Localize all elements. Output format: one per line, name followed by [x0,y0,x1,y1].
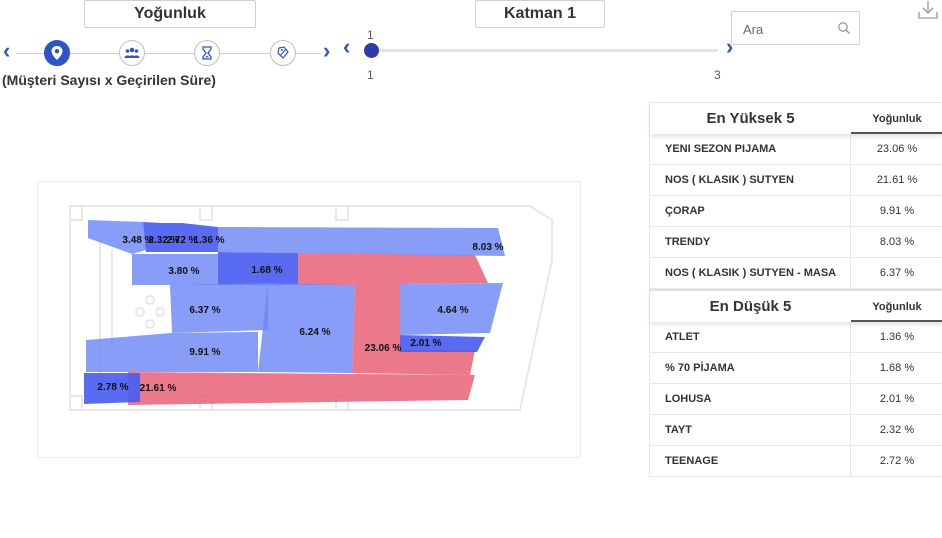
table-row[interactable]: LOHUSA 2.01 % [650,384,942,415]
density-value: 6.37 % [879,267,915,279]
table-row[interactable]: % 70 PİJAMA 1.68 % [650,353,942,384]
layer-next-arrow[interactable]: › [726,34,734,59]
category-name: TEENAGE [650,446,851,476]
zone-density-label: 8.03 % [472,242,503,253]
density-value: 2.01 % [879,393,915,405]
density-value: 2.72 % [879,455,915,467]
layer-slider-handle[interactable] [364,43,379,58]
heatmap-zone[interactable] [258,283,355,373]
heatmap-zone[interactable] [128,372,475,405]
zone-density-label: 23.06 % [365,343,402,354]
zone-density-label: 6.24 % [299,327,330,338]
density-value: 9.91 % [879,205,915,217]
category-name: YENI SEZON PIJAMA [650,134,851,164]
tag-icon [277,46,289,59]
category-name: NOS ( KLASIK ) SUTYEN - MASA [650,258,851,288]
table-row[interactable]: TAYT 2.32 % [650,415,942,446]
heatmap-zone[interactable] [88,220,146,254]
step-prev-arrow[interactable]: ‹ [3,38,11,63]
heatmap-zone[interactable] [84,373,140,404]
zone-density-label: 1.68 % [251,265,282,276]
step-location[interactable] [44,40,70,66]
zone-density-label: 3.80 % [168,266,199,277]
bottom5-table: ATLET 1.36 % % 70 PİJAMA 1.68 % LOHUSA 2.01 %… [650,322,942,477]
step-hourglass[interactable] [194,40,220,66]
heatmap-zone[interactable] [400,335,485,352]
heatmap-zone[interactable] [298,253,488,375]
density-value: 2.32 % [879,424,915,436]
density-value: 21.61 % [876,174,918,186]
step-tag[interactable] [270,40,296,66]
zone-density-label: 3.48 % [122,235,153,246]
slider-current-value: 1 [367,28,374,42]
density-value: 23.06 % [876,143,918,155]
top5-table: YENI SEZON PIJAMA 23.06 % NOS ( KLASIK ) S… [650,134,942,289]
top5-header: En Yüksek 5 Yoğunluk [650,102,942,134]
category-name: % 70 PİJAMA [650,353,851,383]
zone-density-label: 6.37 % [189,305,220,316]
slider-min-label: 1 [367,68,374,82]
density-value: 1.36 % [879,331,915,343]
heatmap-zone[interactable] [182,223,218,252]
download-icon[interactable] [917,0,939,20]
layer-button[interactable]: Katman 1 [475,0,605,28]
table-row[interactable]: TEENAGE 2.72 % [650,446,942,477]
table-row[interactable]: ÇORAP 9.91 % [650,196,942,227]
people-icon [124,47,140,58]
zone-density-label: 2.78 % [97,382,128,393]
density-value: 8.03 % [879,236,915,248]
location-pin-icon [51,46,63,60]
slider-max-label: 3 [714,68,721,82]
table-row[interactable]: NOS ( KLASIK ) SUTYEN 21.61 % [650,165,942,196]
bottom5-header: En Düşük 5 Yoğunluk [650,289,942,322]
zone-density-label: 4.64 % [437,305,468,316]
table-row[interactable]: NOS ( KLASIK ) SUTYEN - MASA 6.37 % [650,258,942,289]
zone-density-label: 2.32 % [148,235,179,246]
heatmap-zone[interactable] [143,222,162,252]
heatmap-zone[interactable] [162,223,182,252]
category-name: TAYT [650,415,851,445]
zone-density-label: 2.72 % [166,235,197,246]
heatmap-zone[interactable] [86,332,258,372]
category-name: ATLET [650,322,851,352]
heatmap-zone[interactable] [400,283,503,335]
zone-density-label: 1.36 % [193,235,224,246]
step-people[interactable] [119,40,145,66]
step-line [16,53,321,54]
bottom5-column-tab[interactable]: Yoğunluk [851,291,942,322]
zone-density-label: 2.01 % [410,338,441,349]
metric-button[interactable]: Yoğunluk [84,0,256,28]
top5-column-tab[interactable]: Yoğunluk [851,103,942,134]
layer-prev-arrow[interactable]: ‹ [343,34,351,59]
category-name: ÇORAP [650,196,851,226]
top5-title: En Yüksek 5 [706,110,795,127]
table-row[interactable]: TRENDY 8.03 % [650,227,942,258]
search-box[interactable] [731,11,860,45]
metric-caption: (Müşteri Sayısı x Geçirilen Süre) [2,72,216,88]
category-name: TRENDY [650,227,851,257]
heatmap-zone[interactable] [218,252,298,285]
hourglass-icon [202,46,212,60]
step-next-arrow[interactable]: › [323,38,331,63]
ranking-panel: En Yüksek 5 Yoğunluk YENI SEZON PIJAMA 23… [649,102,942,477]
heatmap-zone[interactable] [132,254,218,285]
search-icon[interactable] [837,21,851,35]
layer-slider-track[interactable] [372,49,718,52]
heatmap-zone[interactable] [218,227,505,256]
density-value: 1.68 % [879,362,915,374]
table-row[interactable]: YENI SEZON PIJAMA 23.06 % [650,134,942,165]
zone-density-label: 9.91 % [189,347,220,358]
category-name: NOS ( KLASIK ) SUTYEN [650,165,851,195]
heatmap-zone[interactable] [170,283,268,333]
table-row[interactable]: ATLET 1.36 % [650,322,942,353]
store-map-frame [37,181,581,458]
bottom5-title: En Düşük 5 [709,298,792,315]
search-input[interactable] [741,20,840,38]
zone-density-label: 21.61 % [140,383,177,394]
category-name: LOHUSA [650,384,851,414]
